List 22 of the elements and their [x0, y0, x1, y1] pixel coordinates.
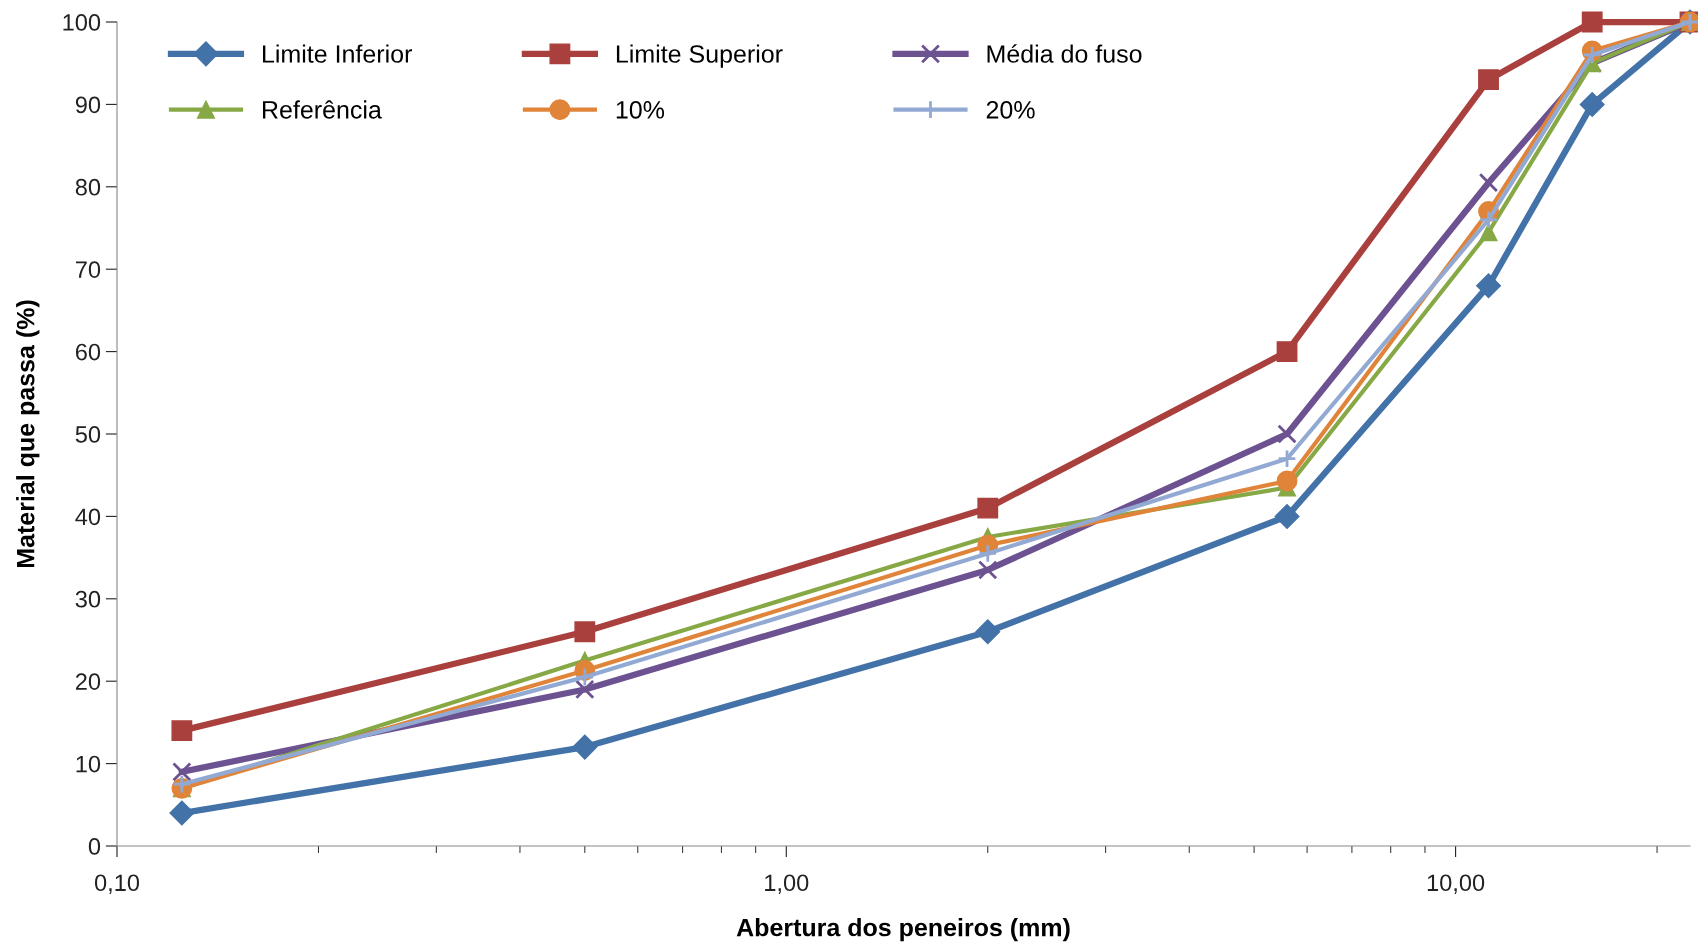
- legend-label: Limite Inferior: [263, 44, 412, 63]
- y-tick-label: 20: [75, 673, 101, 690]
- y-tick-label: 90: [75, 96, 101, 114]
- y-tick-label: 50: [75, 426, 101, 443]
- y-tick-label: 40: [75, 508, 101, 526]
- y-tick-label: 100: [63, 14, 101, 31]
- x-tick-label: 10,00: [1427, 874, 1485, 894]
- legend-label: Referência: [263, 100, 382, 119]
- y-tick-label: 0: [88, 838, 101, 855]
- legend-label: Média do fuso: [987, 44, 1142, 63]
- y-tick-label: 80: [75, 178, 101, 196]
- y-tick-label: 60: [75, 343, 101, 361]
- y-tick-label: 70: [75, 261, 101, 278]
- x-tick-label: 0,10: [94, 874, 140, 894]
- x-axis-title: Abertura dos peneiros (mm): [736, 918, 1070, 942]
- y-axis-title: Material que passa (%): [16, 300, 40, 568]
- x-tick-label: 1,00: [765, 874, 809, 894]
- legend-label: 20%: [986, 100, 1035, 119]
- y-tick-label: 30: [75, 590, 101, 608]
- y-tick-label: 10: [76, 755, 101, 773]
- legend-label: Limite Superior: [616, 44, 783, 68]
- legend-label: 10%: [616, 100, 665, 119]
